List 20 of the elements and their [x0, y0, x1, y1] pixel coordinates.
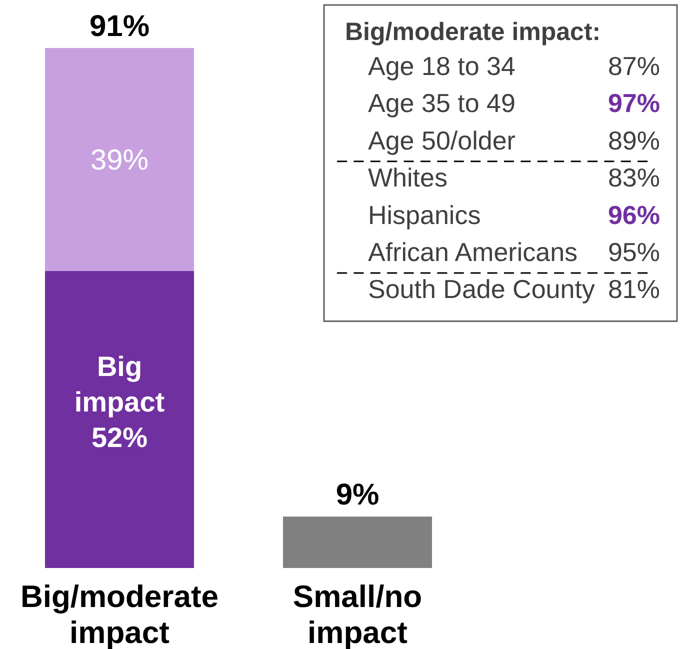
- category-label: Whites: [368, 162, 448, 193]
- category-label: Age 35 to 49: [368, 88, 516, 118]
- data-label: 96%: [608, 200, 660, 230]
- category-label: Age 50/older: [368, 125, 516, 156]
- data-label: 87%: [608, 51, 660, 81]
- data-label: 95%: [608, 237, 660, 267]
- category-label: African Americans: [368, 237, 578, 267]
- category-label: Age 18 to 34: [368, 51, 516, 81]
- data-label: 83%: [608, 162, 660, 193]
- total-label: 91%: [89, 10, 150, 43]
- data-label: 52%: [91, 422, 148, 453]
- series-label: Big impact: [74, 350, 165, 418]
- data-label: 89%: [608, 125, 660, 156]
- data-label: 97%: [608, 88, 660, 118]
- category-label: Hispanics: [368, 200, 481, 230]
- data-label: 81%: [608, 274, 660, 304]
- data-label: 39%: [90, 144, 149, 177]
- total-label: 9%: [336, 478, 380, 512]
- text: Big/moderate impact:: [345, 18, 601, 46]
- category-label: South Dade County: [368, 274, 595, 304]
